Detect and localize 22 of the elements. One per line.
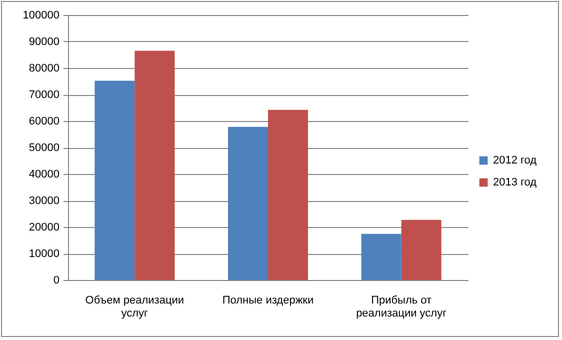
bar — [361, 234, 402, 280]
bar — [268, 110, 308, 280]
y-tick-label: 40000 — [28, 168, 60, 180]
y-tick-label: 20000 — [28, 222, 60, 234]
bar — [94, 80, 135, 280]
x-tick-label: Полные издержки — [222, 294, 314, 306]
y-tick-label: 60000 — [28, 116, 60, 128]
legend-label: 2013 год — [493, 176, 538, 188]
y-tick-label: 0 — [53, 274, 60, 286]
legend-label: 2012 год — [493, 154, 538, 166]
y-tick-label: 80000 — [28, 62, 60, 74]
x-tick-label: Объем реализации услуг — [85, 294, 184, 320]
y-tick-label: 90000 — [28, 36, 60, 48]
bar — [401, 220, 442, 280]
y-tick-label: 30000 — [28, 195, 60, 207]
y-tick-label: 50000 — [28, 142, 60, 154]
y-tick-label: 70000 — [28, 89, 60, 101]
bar — [228, 126, 268, 280]
y-tick-label: 10000 — [28, 248, 60, 260]
y-tick-label: 100000 — [22, 10, 60, 22]
x-tick-label: Прибыль от реализации услуг — [356, 294, 447, 320]
bar — [134, 50, 175, 280]
